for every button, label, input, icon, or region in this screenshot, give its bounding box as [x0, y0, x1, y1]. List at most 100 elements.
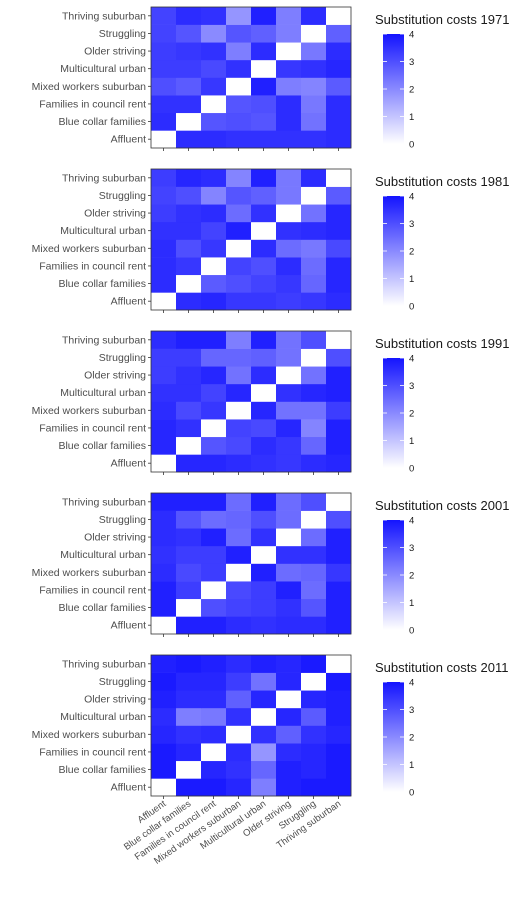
heatmap-cell [176, 581, 202, 600]
heatmap-cell [151, 204, 177, 223]
heatmap-cell [201, 672, 227, 691]
heatmap-cell [176, 77, 202, 96]
heatmap-cell [226, 24, 252, 43]
heatmap-cell [151, 42, 177, 61]
heatmap-cell [201, 563, 227, 582]
heatmap-cell [276, 95, 302, 114]
heatmap-cell [201, 292, 227, 311]
heatmap-cell [251, 528, 277, 547]
heatmap-cell [301, 112, 327, 131]
heatmap-cell [226, 493, 252, 511]
heatmap-cell [276, 743, 302, 762]
heatmap-cell [201, 59, 227, 78]
legend-tick-label: 0 [409, 464, 414, 475]
heatmap-cell [201, 690, 227, 709]
heatmap-cell [176, 331, 202, 349]
heatmap-cell [151, 292, 177, 311]
heatmap-cell [226, 454, 252, 473]
heatmap-cell [201, 77, 227, 96]
heatmap-cell [251, 77, 277, 96]
legend-colorbar [383, 358, 404, 468]
heatmap-cell [226, 545, 252, 564]
heatmap-cell [201, 616, 227, 635]
y-tick-label: Families in council rent [39, 260, 146, 272]
legend-tick-label: 0 [409, 302, 414, 313]
y-tick-label: Blue collar families [58, 278, 146, 290]
heatmap-cell [226, 690, 252, 709]
y-tick-label: Older striving [84, 370, 146, 382]
heatmap-cell [276, 366, 302, 385]
heatmap-cell [151, 221, 177, 240]
heatmap-cell [276, 760, 302, 779]
heatmap-cell [251, 257, 277, 276]
heatmap-cell [201, 528, 227, 547]
heatmap-cell [226, 616, 252, 635]
heatmap-cell [276, 204, 302, 223]
heatmap-cell [276, 545, 302, 564]
heatmap-cell [226, 778, 252, 797]
y-tick-label: Multicultural urban [60, 387, 146, 399]
panel-border [150, 492, 352, 635]
heatmap-cell [276, 778, 302, 797]
y-tick-label: Older striving [84, 208, 146, 220]
heatmap-cell [251, 419, 277, 438]
heatmap-cell [276, 130, 302, 149]
heatmap-cell [201, 366, 227, 385]
heatmap-cell [201, 725, 227, 744]
heatmap-cell [326, 59, 352, 78]
heatmap-cell [151, 616, 177, 635]
heatmap-cell [176, 7, 202, 25]
heatmap-cell [176, 292, 202, 311]
heatmap-cell [301, 760, 327, 779]
heatmap-cell [201, 186, 227, 205]
heatmap-cell [226, 239, 252, 258]
heatmap-cell [326, 239, 352, 258]
legend-tick-label: 3 [409, 705, 414, 716]
y-tick-label: Thriving suburban [62, 496, 146, 508]
heatmap-cell [201, 707, 227, 726]
heatmap-cell [301, 204, 327, 223]
y-tick-label: Blue collar families [58, 440, 146, 452]
heatmap-cell [251, 204, 277, 223]
heatmap-cell [301, 24, 327, 43]
heatmap-cell [326, 348, 352, 367]
y-tick-label: Blue collar families [58, 764, 146, 776]
heatmap-cell [301, 186, 327, 205]
y-tick-label: Multicultural urban [60, 63, 146, 75]
y-tick-label: Multicultural urban [60, 711, 146, 723]
y-tick-label: Families in council rent [39, 584, 146, 596]
heatmap-cell [301, 292, 327, 311]
heatmap-cell [226, 77, 252, 96]
heatmap-cell [276, 672, 302, 691]
heatmap-cell [151, 672, 177, 691]
legend-tick-label: 1 [409, 274, 414, 285]
heatmap-cell [176, 760, 202, 779]
heatmap-cell [151, 77, 177, 96]
heatmap-cell [276, 725, 302, 744]
legend-tick-label: 2 [409, 571, 414, 582]
heatmap-cell [326, 204, 352, 223]
heatmap-cell [326, 707, 352, 726]
heatmap-cell [226, 743, 252, 762]
heatmap-cell [301, 77, 327, 96]
heatmap-cell [251, 655, 277, 673]
heatmap-cell [301, 528, 327, 547]
legend-tick-label: 4 [409, 354, 414, 365]
heatmap-cell [251, 383, 277, 402]
heatmap-cell [301, 169, 327, 187]
heatmap-cell [326, 366, 352, 385]
heatmap-cell [201, 510, 227, 529]
heatmap-cell [326, 292, 352, 311]
heatmap-cell [301, 42, 327, 61]
heatmap-cell [176, 598, 202, 617]
heatmap-cell [326, 221, 352, 240]
heatmap-cell [176, 655, 202, 673]
heatmap-cell [251, 169, 277, 187]
y-tick-label: Families in council rent [39, 98, 146, 110]
heatmap-cell [176, 348, 202, 367]
heatmap-cell [301, 672, 327, 691]
heatmap-cell [176, 510, 202, 529]
heatmap-cell [201, 348, 227, 367]
heatmap-cell [251, 690, 277, 709]
heatmap-cell [226, 331, 252, 349]
